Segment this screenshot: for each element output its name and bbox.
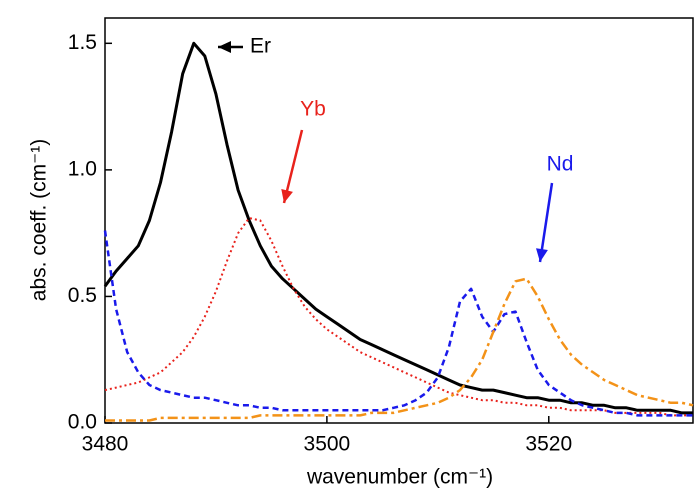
data-line [103, 230, 693, 417]
x-axis-label: wavenumber (cm⁻¹) [306, 466, 493, 489]
data-line [105, 277, 694, 422]
plot-frame [104, 17, 694, 424]
y-axis-label: abs. coeff. (cm⁻¹) [28, 139, 51, 301]
series-label: Nd [547, 153, 574, 176]
data-line [103, 41, 693, 415]
data-line [104, 217, 693, 417]
x-tick-label: 3480 [82, 433, 129, 456]
y-tick-label: 1.0 [68, 157, 97, 180]
y-tick-label: 0.5 [68, 284, 97, 307]
x-tick-label: 3500 [304, 433, 351, 456]
y-tick-label: 1.5 [68, 31, 97, 54]
series-label: Yb [300, 98, 326, 121]
arrow-head [218, 41, 231, 53]
y-tick-label: 0.0 [68, 411, 97, 434]
series-label: Er [250, 35, 271, 58]
arrow-head [536, 248, 548, 262]
x-tick-label: 3520 [525, 433, 572, 456]
arrow-head [281, 188, 293, 203]
arrow-shaft [538, 182, 554, 263]
